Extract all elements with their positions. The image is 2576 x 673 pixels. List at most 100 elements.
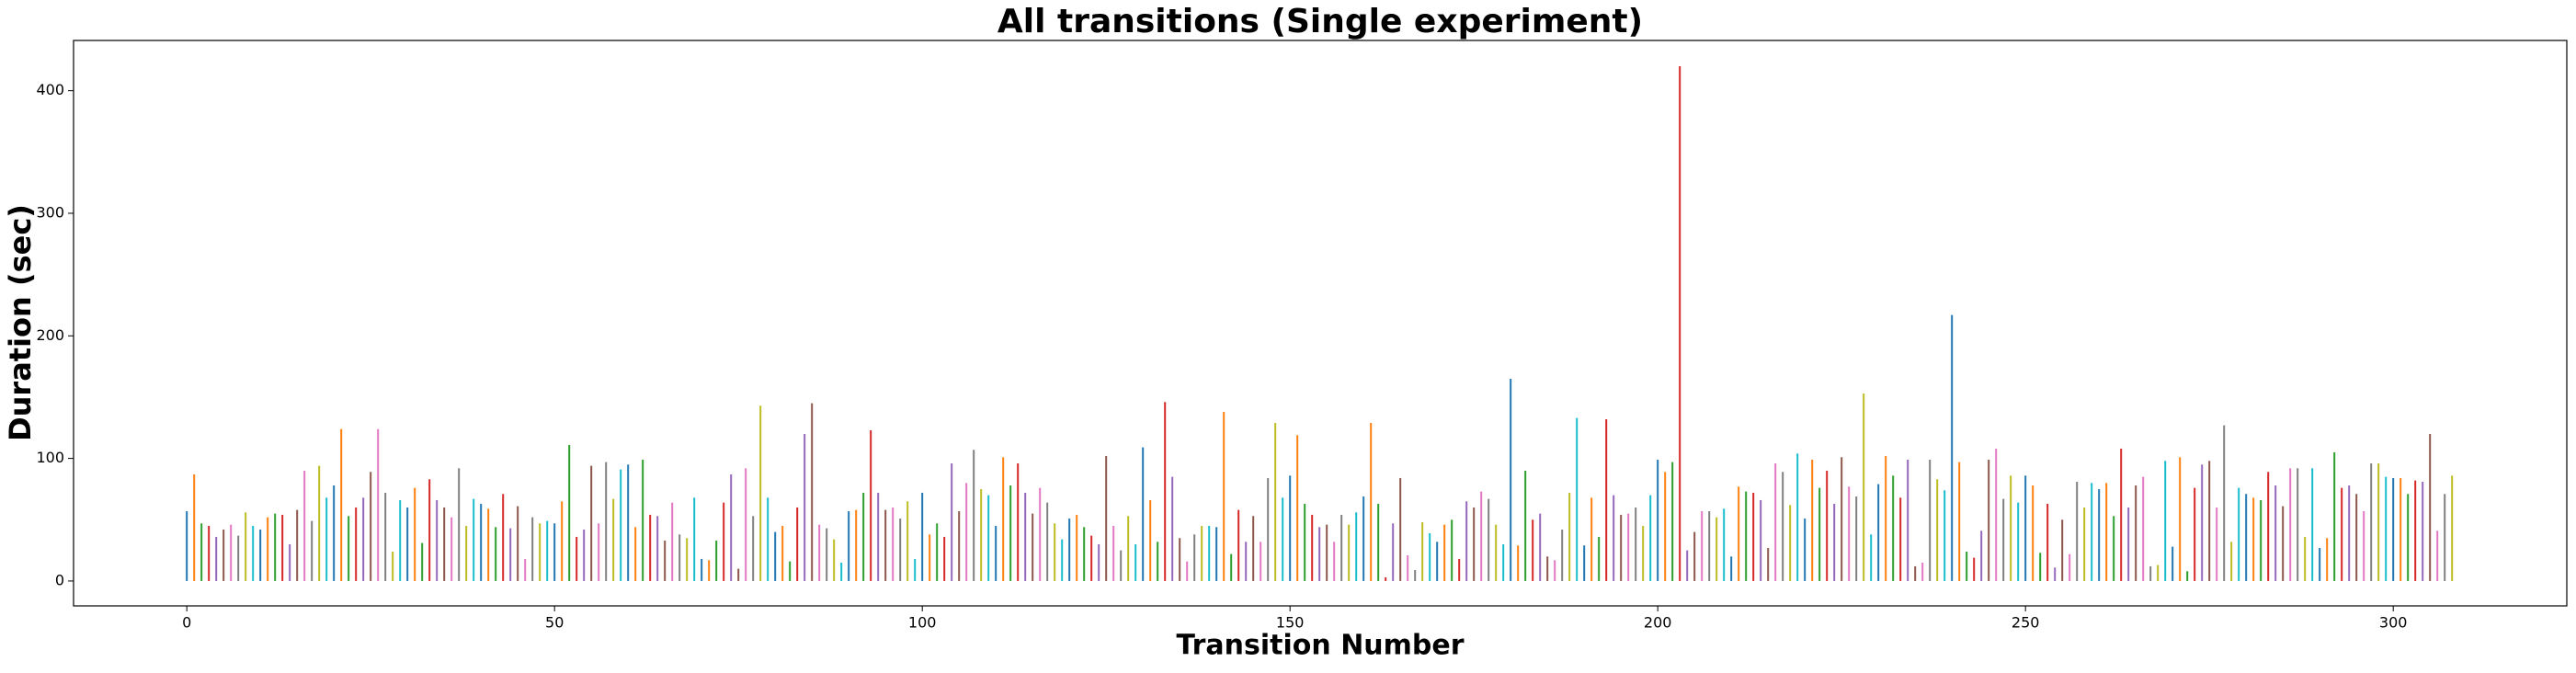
bar xyxy=(2032,485,2035,581)
bar xyxy=(2399,477,2402,581)
axes-frame xyxy=(73,40,2568,607)
bar xyxy=(1877,484,1880,581)
bar xyxy=(862,492,865,581)
bar xyxy=(1855,496,1858,581)
bar xyxy=(2149,565,2152,581)
bar xyxy=(1149,499,1152,581)
bar xyxy=(215,536,218,581)
bar xyxy=(1134,543,1137,581)
bar xyxy=(2238,487,2240,581)
bar xyxy=(370,472,372,581)
bar xyxy=(465,525,468,581)
bar xyxy=(1995,448,1998,581)
bar xyxy=(1370,422,1373,581)
y-axis-label: Duration (sec) xyxy=(3,204,38,441)
bar xyxy=(1576,417,1579,581)
bar xyxy=(392,551,394,581)
bar xyxy=(708,560,711,581)
bar xyxy=(2289,468,2292,581)
bar xyxy=(2120,448,2123,581)
bar xyxy=(2054,567,2057,581)
bar xyxy=(362,497,365,581)
y-tick-label: 0 xyxy=(55,571,64,588)
bar xyxy=(1642,525,1645,581)
bar xyxy=(524,558,527,581)
bar xyxy=(612,498,615,581)
y-tick-label: 400 xyxy=(36,81,64,98)
bar xyxy=(1436,542,1439,581)
bar xyxy=(1252,516,1255,581)
bar xyxy=(649,514,652,581)
bar xyxy=(384,492,387,581)
bar xyxy=(752,516,755,581)
bar xyxy=(1841,457,1843,581)
bar xyxy=(1362,496,1365,581)
bar xyxy=(2422,481,2424,581)
bar xyxy=(1304,503,1306,581)
bar xyxy=(1715,517,1718,581)
bar xyxy=(2260,499,2263,581)
bar xyxy=(1818,487,1821,581)
bar xyxy=(539,523,541,581)
bar xyxy=(1804,518,1807,581)
bar xyxy=(546,520,549,581)
bar xyxy=(833,539,836,581)
bar xyxy=(1811,459,1814,581)
bar xyxy=(840,562,843,581)
bar xyxy=(1340,514,1343,581)
bar xyxy=(348,516,350,581)
bar xyxy=(951,462,953,581)
bar xyxy=(1215,527,1218,581)
bar xyxy=(1230,553,1233,581)
bar xyxy=(318,465,321,581)
bar xyxy=(2429,433,2432,581)
bar xyxy=(627,464,630,581)
bar xyxy=(561,501,564,581)
bar xyxy=(2179,457,2182,581)
bar xyxy=(1098,543,1100,581)
bar xyxy=(1061,539,1064,581)
bar xyxy=(2157,565,2160,581)
bar xyxy=(1951,314,1954,581)
bar xyxy=(921,492,924,581)
y-tick-label: 300 xyxy=(36,203,64,221)
bar xyxy=(914,558,917,581)
bar xyxy=(2076,481,2079,581)
bar xyxy=(987,495,990,581)
bar xyxy=(2208,461,2211,581)
bar xyxy=(2142,476,2145,581)
bar xyxy=(1127,516,1130,581)
x-axis-label: Transition Number xyxy=(1176,630,1464,662)
bar xyxy=(1223,411,1225,581)
bar xyxy=(1620,514,1623,581)
bar xyxy=(1899,497,1902,581)
bar xyxy=(2267,472,2270,581)
bar xyxy=(428,479,431,581)
bar xyxy=(1120,550,1123,581)
bar xyxy=(1826,470,1829,581)
bar xyxy=(1083,527,1086,581)
bar xyxy=(1267,477,1270,581)
bar xyxy=(737,568,740,581)
bar xyxy=(1973,557,1976,581)
bar xyxy=(1782,472,1784,581)
bar xyxy=(355,507,358,581)
bar xyxy=(590,465,593,581)
bar xyxy=(2414,480,2417,581)
bar xyxy=(2194,487,2196,581)
bar xyxy=(1693,531,1696,581)
bar xyxy=(1032,513,1034,581)
bar xyxy=(1679,65,1681,581)
bar xyxy=(2407,494,2410,581)
bar xyxy=(1392,523,1395,581)
bar xyxy=(1009,485,1012,581)
x-tick-label: 150 xyxy=(1276,614,1305,632)
bar xyxy=(1936,479,1939,581)
bar xyxy=(2091,483,2093,581)
bar xyxy=(2304,536,2307,581)
bar xyxy=(1613,495,1615,581)
bar xyxy=(1237,509,1240,581)
bar xyxy=(730,473,733,581)
bar xyxy=(1583,545,1586,581)
